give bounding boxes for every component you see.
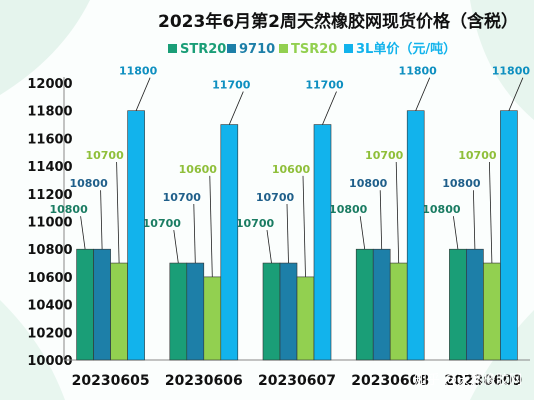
data-label-leader — [473, 190, 476, 250]
y-tick-label: 11000 — [27, 216, 72, 231]
legend-label: STR20 — [180, 42, 226, 57]
bar — [186, 262, 205, 361]
legend-swatch — [227, 44, 236, 53]
data-label-leader — [80, 216, 86, 250]
data-label-leader — [100, 190, 103, 250]
data-label: 11700 — [305, 79, 344, 92]
bar — [449, 248, 467, 361]
y-tick-label: 10600 — [27, 271, 72, 286]
data-label-leader — [415, 77, 431, 111]
data-label: 10600 — [179, 163, 218, 176]
y-tick-label: 10200 — [27, 326, 72, 341]
data-label: 10700 — [256, 191, 295, 204]
x-tick-label: 20230605 — [72, 373, 150, 389]
data-label-leader — [228, 91, 244, 125]
data-label-leader — [453, 216, 459, 250]
legend-label: 3L单价（元/吨） — [356, 41, 456, 57]
bar — [169, 262, 188, 361]
x-tick-label: 20230608 — [351, 373, 429, 389]
y-tick-label: 11600 — [27, 132, 72, 147]
bar — [313, 124, 332, 361]
data-label: 10800 — [329, 203, 368, 216]
data-label: 11800 — [119, 65, 158, 78]
data-label-leader — [395, 162, 400, 264]
data-label: 10700 — [143, 217, 182, 230]
x-tick-label: 20230609 — [444, 373, 522, 389]
data-label: 10700 — [458, 149, 497, 162]
y-axis: 10000 10200 10400 10600 10800 11000 11200 11400… — [27, 77, 73, 369]
data-label-leader — [116, 162, 120, 264]
legend-label: TSR20 — [291, 42, 337, 57]
bar — [262, 262, 281, 361]
y-tick-label: 10400 — [27, 299, 72, 314]
legend: STR20 9710 TSR20 3L单价（元/吨） — [168, 41, 456, 57]
legend-item: 3L单价（元/吨） — [344, 41, 456, 57]
data-label: 11800 — [399, 65, 438, 78]
data-label: 10600 — [272, 163, 311, 176]
data-label: 10800 — [349, 177, 388, 190]
data-label: 11800 — [492, 65, 531, 78]
legend-item: TSR20 — [279, 42, 337, 57]
data-label: 10700 — [163, 191, 202, 204]
plot-area: 10800 10700 10700 10800 10800 10800 10700 10700… — [49, 65, 531, 361]
legend-swatch — [168, 44, 177, 53]
bar — [483, 262, 501, 361]
data-label: 10700 — [365, 149, 404, 162]
data-label: 10700 — [85, 149, 124, 162]
x-tick-label: 20230606 — [165, 373, 243, 389]
data-label-leader — [322, 91, 337, 125]
bar — [406, 110, 425, 361]
bar — [296, 276, 315, 361]
legend-label: 9710 — [239, 42, 275, 57]
bar — [110, 262, 128, 361]
y-tick-label: 11800 — [27, 105, 72, 120]
legend-item: 9710 — [227, 42, 275, 57]
bar — [93, 248, 111, 361]
bar — [279, 262, 298, 361]
x-tick-label: 20230607 — [258, 373, 336, 389]
bar — [203, 276, 222, 361]
data-label-leader — [359, 216, 366, 250]
bar — [466, 248, 484, 361]
bar — [389, 262, 408, 361]
bar — [127, 110, 145, 361]
data-label-leader — [489, 162, 493, 264]
bar — [372, 248, 391, 361]
data-label-leader — [286, 204, 289, 264]
bar — [220, 124, 239, 361]
bar — [500, 110, 518, 361]
watermark: 知乎 @天然橡胶网 — [414, 372, 522, 388]
x-axis: 20230605 20230606 20230607 20230608 20230609 — [64, 359, 530, 389]
legend-swatch — [344, 44, 353, 53]
chart-title: 2023年6月第2周天然橡胶网现货价格（含税） — [158, 11, 518, 32]
data-label-leader — [173, 229, 179, 264]
data-label-leader — [302, 175, 306, 277]
data-label: 10700 — [236, 217, 275, 230]
y-tick-label: 11200 — [27, 188, 72, 203]
y-tick-label: 10000 — [27, 354, 72, 369]
data-label-leader — [135, 77, 151, 111]
data-label: 10800 — [49, 203, 88, 216]
y-tick-label: 10800 — [27, 243, 72, 258]
data-label-leader — [266, 229, 272, 264]
data-label: 10800 — [422, 203, 461, 216]
y-tick-label: 12000 — [27, 77, 72, 92]
data-label-leader — [508, 77, 524, 111]
data-label: 11700 — [212, 79, 251, 92]
data-label: 10800 — [69, 177, 108, 190]
legend-swatch — [279, 44, 288, 53]
data-label-leader — [209, 175, 213, 277]
legend-item: STR20 — [168, 42, 226, 57]
y-tick-label: 11400 — [27, 160, 72, 175]
data-label-leader — [193, 204, 196, 264]
data-label-leader — [379, 190, 383, 250]
bar — [76, 248, 94, 361]
data-label: 10800 — [442, 177, 481, 190]
bar — [355, 248, 374, 361]
